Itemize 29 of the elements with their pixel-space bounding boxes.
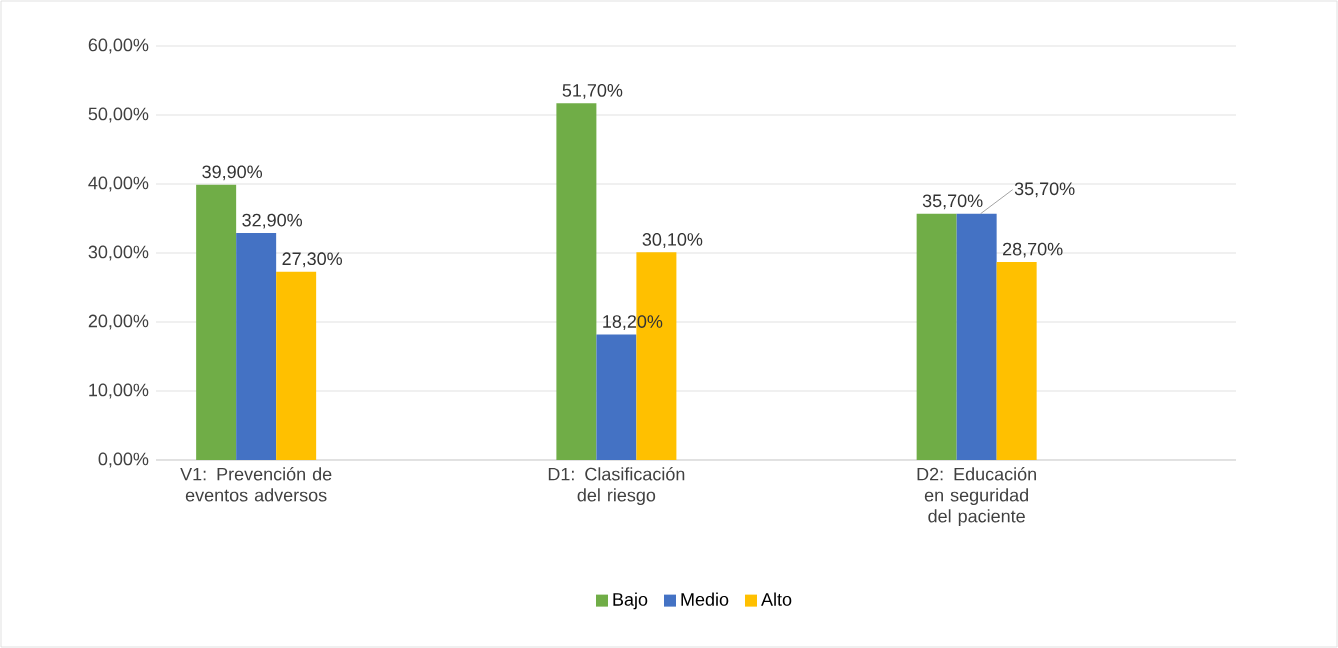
y-tick-label: 40,00% bbox=[88, 176, 149, 192]
x-tick-label: D2: Educación en seguridad del paciente bbox=[917, 467, 1036, 527]
data-label: 27,30% bbox=[282, 252, 343, 268]
bar bbox=[996, 261, 1037, 460]
data-label: 39,90% bbox=[202, 165, 263, 181]
data-label: 28,70% bbox=[1003, 242, 1063, 258]
bar bbox=[236, 233, 277, 460]
data-label: 35,70% bbox=[1014, 182, 1075, 198]
y-tick-label: 50,00% bbox=[88, 107, 149, 123]
data-label: 35,70% bbox=[922, 194, 983, 210]
legend-label: Medio bbox=[681, 592, 729, 606]
y-tick-label: 60,00% bbox=[88, 38, 149, 54]
y-tick-label: 10,00% bbox=[89, 383, 149, 399]
x-tick-label: V1: Prevención de eventos adversos bbox=[180, 467, 332, 502]
y-tick-label: 20,00% bbox=[88, 314, 149, 330]
legend-label: Alto bbox=[761, 592, 792, 606]
data-label: 30,10% bbox=[642, 233, 703, 248]
legend-label: Bajo bbox=[613, 592, 648, 610]
y-tick-label: 0,00% bbox=[98, 452, 149, 468]
bar bbox=[276, 271, 317, 460]
y-tick-label: 30,00% bbox=[88, 245, 149, 261]
bar bbox=[956, 213, 997, 460]
data-label: 32,90% bbox=[242, 213, 303, 229]
bar bbox=[196, 184, 237, 460]
bar bbox=[556, 103, 597, 460]
x-tick-label: D1: Clasificación del riesgo bbox=[548, 467, 685, 506]
bar bbox=[916, 213, 957, 460]
bar bbox=[596, 334, 637, 460]
data-label: 51,70% bbox=[562, 84, 623, 99]
